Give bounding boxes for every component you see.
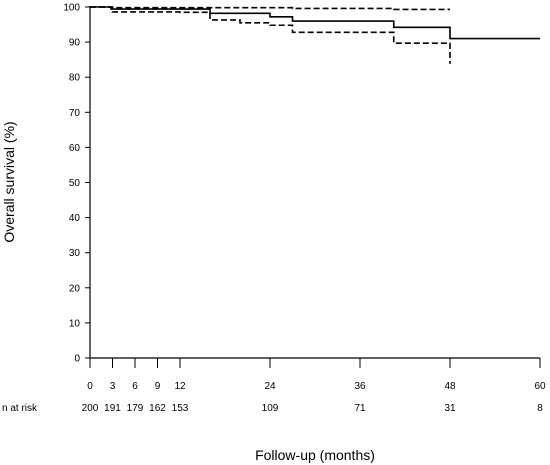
risk-count: 71 bbox=[354, 403, 366, 414]
risk-count: 153 bbox=[172, 403, 189, 414]
risk-count: 8 bbox=[537, 403, 543, 414]
y-tick-label: 20 bbox=[69, 283, 81, 294]
risk-table: n at risk 200 191 179 162 153 109 71 31 8 bbox=[2, 403, 543, 414]
x-tick-label: 0 bbox=[87, 381, 93, 392]
y-tick-label: 90 bbox=[69, 38, 81, 49]
y-axis: 0 10 20 30 40 50 60 70 80 90 100 bbox=[63, 3, 90, 365]
y-tick-label: 70 bbox=[69, 108, 81, 119]
x-axis-title: Follow-up (months) bbox=[255, 447, 375, 463]
x-axis: 0 3 6 9 12 24 36 48 60 bbox=[87, 358, 546, 392]
x-tick-label: 3 bbox=[110, 381, 116, 392]
plot-area bbox=[89, 6, 540, 359]
x-tick-label: 6 bbox=[132, 381, 138, 392]
risk-table-label: n at risk bbox=[2, 403, 38, 414]
y-tick-label: 50 bbox=[69, 178, 81, 189]
confidence-bound-lower bbox=[90, 6, 451, 64]
risk-count: 31 bbox=[444, 403, 456, 414]
y-tick-label: 60 bbox=[69, 143, 81, 154]
x-tick-label: 24 bbox=[264, 381, 276, 392]
survival-curve bbox=[90, 6, 540, 40]
x-tick-label: 48 bbox=[444, 381, 456, 392]
y-tick-label: 0 bbox=[74, 354, 80, 365]
x-tick-label: 9 bbox=[155, 381, 161, 392]
x-tick-label: 36 bbox=[354, 381, 366, 392]
y-tick-label: 10 bbox=[69, 318, 81, 329]
y-tick-label: 30 bbox=[69, 248, 81, 259]
y-axis-title: Overall survival (%) bbox=[1, 121, 17, 242]
y-tick-label: 80 bbox=[69, 73, 81, 84]
y-tick-label: 100 bbox=[63, 3, 80, 14]
risk-count: 109 bbox=[262, 403, 279, 414]
x-tick-label: 12 bbox=[174, 381, 186, 392]
risk-count: 162 bbox=[149, 403, 166, 414]
x-tick-label: 60 bbox=[534, 381, 546, 392]
risk-count: 179 bbox=[127, 403, 144, 414]
y-tick-label: 40 bbox=[69, 213, 81, 224]
risk-count: 191 bbox=[104, 403, 121, 414]
risk-count: 200 bbox=[82, 403, 99, 414]
